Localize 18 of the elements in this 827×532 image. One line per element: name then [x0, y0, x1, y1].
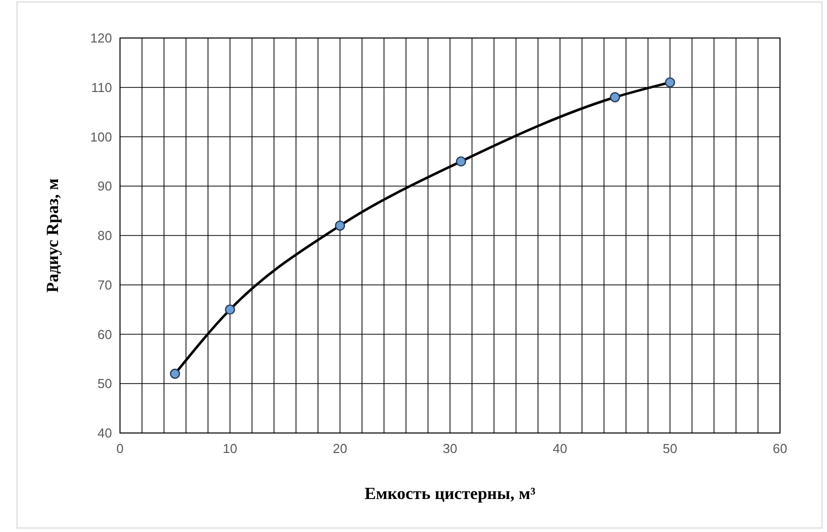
y-tick-label: 50	[98, 376, 112, 392]
x-tick-label: 60	[772, 441, 788, 456]
x-tick-label: 0	[116, 441, 124, 456]
x-tick-label: 10	[222, 441, 238, 456]
x-tick-label: 20	[332, 441, 348, 456]
y-tick-label: 110	[91, 80, 112, 95]
x-tick-label: 40	[552, 441, 568, 456]
y-tick-label: 100	[90, 129, 112, 144]
y-axis-title: Радиус Rраз, м	[43, 178, 62, 293]
y-tick-label: 40	[98, 426, 112, 440]
x-tick-label: 50	[662, 441, 678, 456]
y-tick-label: 60	[98, 326, 112, 342]
x-axis-title: Емкость цистерны, м³	[364, 484, 536, 503]
y-tick-label: 120	[90, 30, 112, 46]
y-tick-label: 80	[98, 228, 112, 243]
y-tick-label: 90	[98, 178, 112, 194]
x-tick-label: 30	[442, 441, 458, 456]
y-tick-label: 70	[98, 277, 112, 292]
